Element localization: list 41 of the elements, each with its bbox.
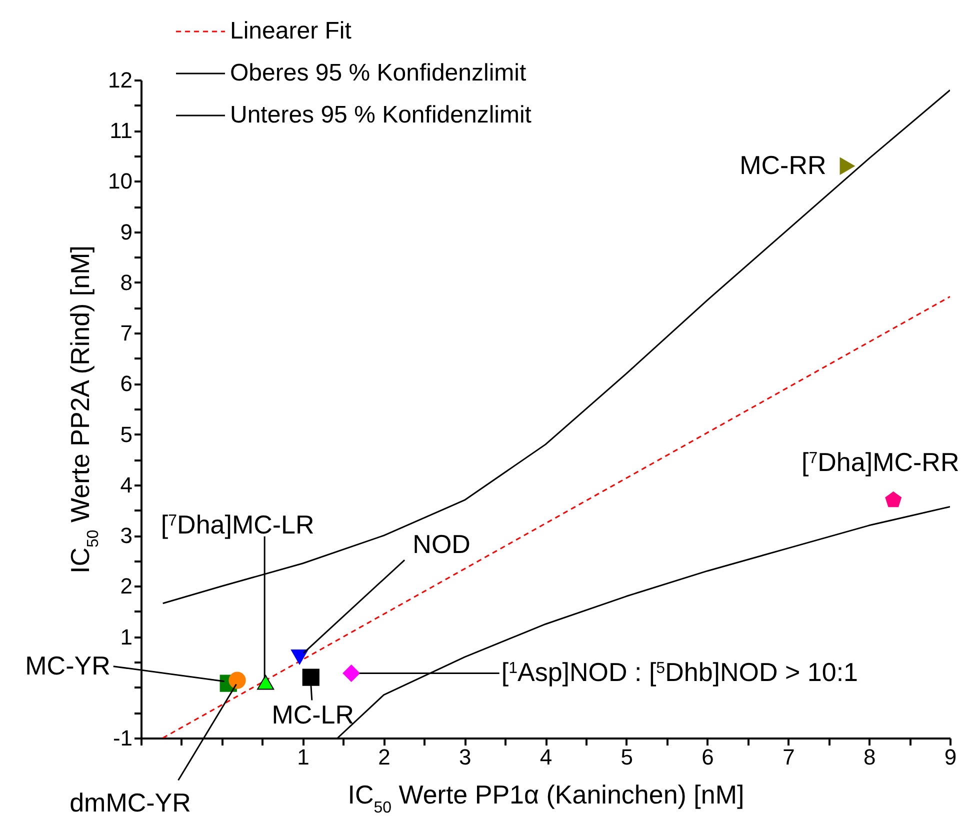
y-tick-label: 12 bbox=[108, 68, 132, 92]
y-tick-label: 8 bbox=[120, 270, 132, 295]
y-tick-label: 11 bbox=[110, 118, 132, 144]
annotation: MC-YR bbox=[25, 650, 110, 680]
x-tick-label: 9 bbox=[944, 744, 957, 770]
point bbox=[291, 650, 308, 664]
x-tick-label: 3 bbox=[458, 744, 472, 770]
annotation: NOD bbox=[412, 529, 470, 560]
y-tick-label: 9 bbox=[120, 219, 132, 244]
point bbox=[302, 668, 320, 686]
x-tick-label: 2 bbox=[378, 744, 390, 770]
y-tick-label: 4 bbox=[120, 472, 132, 498]
x-tick-label: 8 bbox=[863, 744, 876, 770]
x-tick-label: 1 bbox=[297, 744, 310, 770]
x-tick-label: 4 bbox=[540, 744, 552, 770]
x-tick-label: 6 bbox=[702, 744, 714, 770]
y-tick-label: 1 bbox=[120, 624, 132, 650]
y-tick-label: 6 bbox=[120, 371, 132, 396]
point bbox=[342, 664, 360, 682]
annotation: MC-LR bbox=[272, 699, 354, 730]
x-axis-title: IC$_{50}$ Werte PP1α (Kaninchen) [nM] bbox=[348, 780, 744, 816]
point bbox=[840, 157, 855, 175]
x-tick-label: 7 bbox=[782, 744, 795, 770]
y-tick-label: 10 bbox=[108, 168, 132, 194]
y-tick-label: -1 bbox=[112, 726, 132, 750]
y-tick-label: 3 bbox=[120, 523, 132, 548]
point bbox=[885, 492, 902, 508]
y-tick-label: 2 bbox=[120, 574, 132, 599]
x-tick-label: 5 bbox=[620, 744, 634, 770]
legend-label: Linearer Fit bbox=[230, 18, 352, 44]
y-tick-label: 5 bbox=[120, 422, 132, 447]
annotation: dmMC-YR bbox=[70, 787, 191, 818]
annotation: [$^{7}$Dha]MC-LR bbox=[160, 509, 314, 540]
legend-label: Oberes 95 % Konfidenzlimit bbox=[230, 60, 526, 86]
annotation: MC-RR bbox=[740, 150, 826, 180]
annotation: [$^{1}$Asp]NOD : [$^{5}$Dhb]NOD > 10:1 bbox=[501, 657, 858, 688]
legend-label: Unteres 95 % Konfidenzlimit bbox=[230, 102, 532, 128]
annotation: [$^{7}$Dha]MC-RR bbox=[802, 447, 960, 478]
y-tick-label: 7 bbox=[120, 320, 132, 346]
point bbox=[257, 674, 274, 690]
point bbox=[228, 672, 246, 689]
